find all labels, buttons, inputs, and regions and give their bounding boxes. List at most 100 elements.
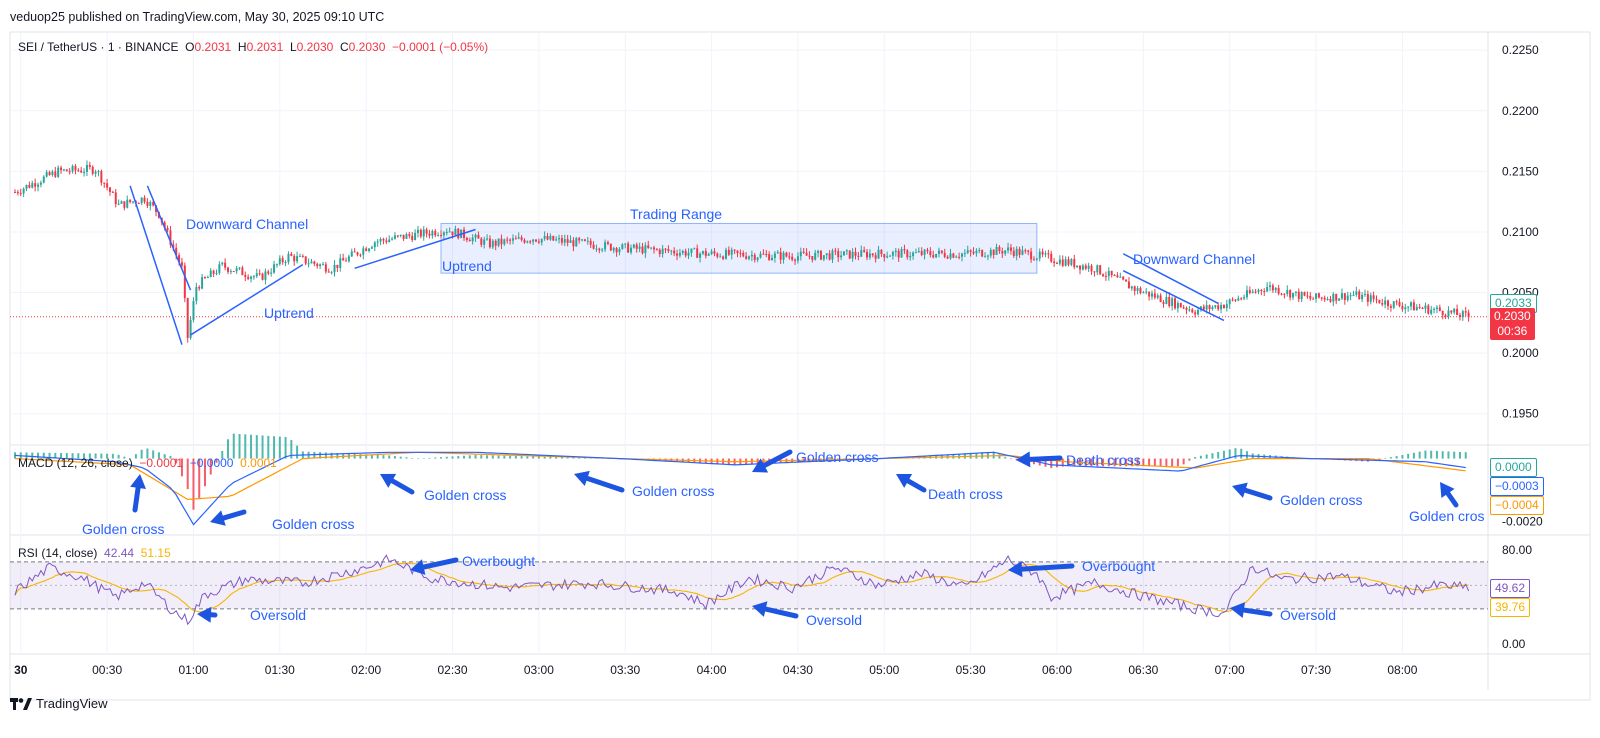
candle-body <box>1127 281 1130 289</box>
candle-body <box>840 255 843 258</box>
candle-body <box>1153 293 1156 298</box>
candle-body <box>1260 289 1263 291</box>
macd-histogram-bar <box>463 455 466 459</box>
candle-body <box>992 249 995 255</box>
macd-histogram-bar <box>336 453 339 459</box>
macd-histogram-bar <box>250 434 253 459</box>
candle-body <box>227 267 230 272</box>
candle-body <box>719 256 722 258</box>
candle-body <box>1271 285 1274 291</box>
candle-body <box>1430 309 1433 314</box>
candle-body <box>1001 251 1004 254</box>
macd-histogram-bar <box>48 452 51 459</box>
candle-body <box>1194 312 1197 315</box>
macd-histogram-bar <box>1119 458 1122 467</box>
candle-body <box>45 172 48 177</box>
candle-body <box>212 270 215 274</box>
macd-histogram-bar <box>77 453 80 459</box>
candle-body <box>989 249 992 256</box>
candle-body <box>647 245 650 248</box>
candle-body <box>644 245 647 254</box>
candle-body <box>54 171 57 177</box>
candle-body <box>929 251 932 256</box>
candle-body <box>137 203 140 205</box>
candle-body <box>805 252 808 256</box>
candle-body <box>51 171 54 176</box>
candle-body <box>1303 292 1306 296</box>
candle-body <box>1315 293 1318 299</box>
candle-body <box>221 262 224 265</box>
macd-histogram-bar <box>514 455 517 459</box>
candle-body <box>923 249 926 255</box>
candle-body <box>831 250 834 260</box>
trading-range-box <box>440 222 1038 274</box>
candle-body <box>1358 291 1361 300</box>
macd-histogram-bar <box>284 437 287 459</box>
candle-body <box>589 240 592 245</box>
candle-body <box>480 238 483 245</box>
candle-body <box>1009 247 1012 251</box>
candle-body <box>632 244 635 248</box>
time-tick-label: 05:00 <box>869 663 899 677</box>
trendline <box>1122 270 1225 322</box>
tradingview-logo[interactable]: TradingView <box>10 696 108 711</box>
candle-body <box>1044 253 1047 255</box>
close-value: 0.2030 <box>348 40 386 54</box>
annotation-arrow-shaft <box>584 475 625 493</box>
candle-body <box>1058 259 1061 264</box>
candle-body <box>385 240 388 243</box>
candle-body <box>100 171 103 183</box>
candle-body <box>851 251 854 259</box>
macd-histogram-bar <box>451 456 454 459</box>
candle-body <box>1453 308 1456 313</box>
candle-body <box>696 248 699 258</box>
candle-body <box>1245 290 1248 298</box>
candle-body <box>834 250 837 252</box>
candle-body <box>1064 259 1067 266</box>
candle-body <box>750 254 753 257</box>
candle-body <box>581 239 584 241</box>
macd-histogram-bar <box>422 458 425 459</box>
annotation-arrow-shaft <box>220 509 247 521</box>
ohlc-legend: SEI / TetherUS · 1 · BINANCE O0.2031 H0.… <box>18 40 489 54</box>
candle-body <box>362 248 365 255</box>
candle-body <box>543 235 546 239</box>
macd-histogram-bar <box>566 457 569 459</box>
candle-body <box>1004 250 1007 254</box>
candle-body <box>1027 250 1030 252</box>
candle-body <box>313 261 316 264</box>
candle-body <box>379 238 382 242</box>
candle-body <box>1087 265 1090 269</box>
candle-body <box>34 183 37 187</box>
candle-body <box>791 256 794 260</box>
candle-body <box>91 166 94 174</box>
annotation-label: Golden cross <box>632 483 715 499</box>
candle-body <box>368 248 371 251</box>
macd-histogram-bar <box>324 452 327 459</box>
candle-body <box>713 251 716 254</box>
macd-histogram-bar <box>457 456 460 459</box>
macd-histogram-bar <box>1412 452 1415 459</box>
candle-body <box>261 273 264 280</box>
candle-body <box>739 252 742 254</box>
candle-body <box>1055 263 1058 265</box>
macd-histogram-bar <box>986 451 989 459</box>
candle-body <box>998 246 1001 252</box>
macd-histogram-bar <box>578 457 581 459</box>
candle-body <box>273 264 276 273</box>
candle-body <box>969 250 972 252</box>
candle-body <box>97 171 100 173</box>
candle-body <box>609 243 612 251</box>
trendline <box>190 264 304 336</box>
time-tick-label: 04:00 <box>697 663 727 677</box>
candle-body <box>848 250 851 259</box>
candle-body <box>48 172 51 176</box>
macd-histogram-bar <box>330 452 333 459</box>
macd-histogram-bar <box>560 457 563 459</box>
candle-body <box>336 264 339 268</box>
candle-body <box>555 239 558 241</box>
candle-body <box>768 254 771 261</box>
candle-body <box>183 265 186 299</box>
candle-body <box>1366 293 1369 302</box>
